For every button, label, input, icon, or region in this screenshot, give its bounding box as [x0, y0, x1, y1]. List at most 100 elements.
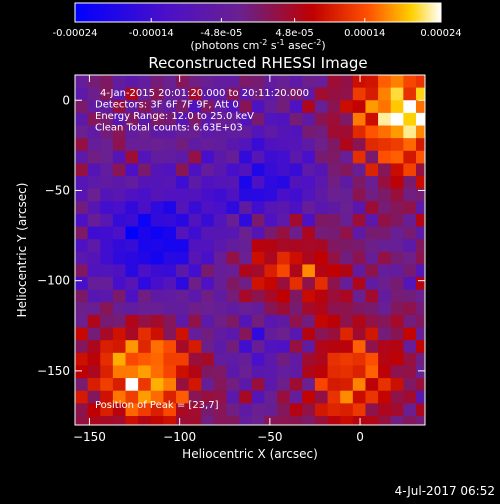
- heatmap-cell: [403, 403, 417, 417]
- heatmap-cell: [403, 112, 417, 127]
- heatmap-cell: [100, 201, 114, 215]
- heatmap-cell: [327, 150, 341, 164]
- heatmap-cell: [239, 226, 253, 240]
- heatmap-cell: [340, 327, 354, 341]
- heatmap-cell: [415, 264, 425, 278]
- heatmap-cell: [264, 239, 278, 253]
- heatmap-cell: [163, 138, 177, 152]
- heatmap-cell: [87, 138, 101, 152]
- heatmap-cell: [112, 150, 127, 164]
- heatmap-cell: [188, 264, 202, 278]
- heatmap-cell: [264, 314, 278, 329]
- heatmap-cell: [201, 327, 215, 341]
- heatmap-cell: [125, 75, 139, 89]
- heatmap-cell: [201, 251, 215, 265]
- heatmap-cell: [112, 415, 127, 425]
- heatmap-cell: [251, 87, 265, 101]
- heatmap-cell: [163, 251, 177, 265]
- heatmap-cell: [302, 277, 316, 291]
- heatmap-cell: [264, 125, 278, 139]
- heatmap-cell: [390, 138, 404, 152]
- heatmap-cell: [100, 226, 114, 240]
- heatmap-cell: [251, 163, 265, 177]
- heatmap-cell: [289, 100, 303, 114]
- heatmap-cell: [239, 125, 253, 139]
- heatmap-cell: [125, 201, 139, 215]
- heatmap-cell: [125, 163, 139, 177]
- heatmap-cell: [277, 302, 291, 316]
- heatmap-cell: [201, 403, 215, 417]
- heatmap-cell: [314, 289, 329, 303]
- heatmap-cell: [176, 87, 190, 101]
- heatmap-cell: [352, 352, 366, 366]
- heatmap-cell: [213, 314, 228, 329]
- heatmap-cell: [314, 150, 329, 164]
- heatmap-cell: [163, 415, 177, 425]
- heatmap-cell: [403, 352, 417, 366]
- heatmap-cell: [378, 365, 392, 379]
- heatmap-cell: [352, 188, 366, 202]
- heatmap-cell: [403, 188, 417, 202]
- heatmap-cell: [352, 415, 366, 425]
- heatmap-cell: [340, 100, 354, 114]
- heatmap-cell: [289, 277, 303, 291]
- heatmap-cell: [390, 340, 404, 354]
- heatmap-cell: [289, 226, 303, 240]
- heatmap-cell: [138, 150, 152, 164]
- heatmap-cell: [352, 112, 366, 127]
- heatmap-cell: [138, 403, 152, 417]
- heatmap-cell: [289, 314, 303, 329]
- heatmap-cell: [125, 150, 139, 164]
- heatmap-cell: [403, 87, 417, 101]
- heatmap-cell: [125, 403, 139, 417]
- heatmap-cell: [251, 239, 265, 253]
- heatmap-cell: [75, 314, 89, 329]
- heatmap-cell: [100, 365, 114, 379]
- heatmap-cell: [251, 264, 265, 278]
- heatmap-cell: [201, 277, 215, 291]
- heatmap-cell: [201, 365, 215, 379]
- heatmap-cell: [176, 75, 190, 89]
- heatmap-cell: [352, 176, 366, 190]
- heatmap-cell: [340, 87, 354, 101]
- heatmap-cell: [327, 188, 341, 202]
- heatmap-cell: [327, 302, 341, 316]
- heatmap-cell: [251, 100, 265, 114]
- heatmap-cell: [302, 415, 316, 425]
- heatmap-cell: [352, 125, 366, 139]
- heatmap-cell: [125, 289, 139, 303]
- heatmap-cell: [289, 163, 303, 177]
- annotation-line: Detectors: 3F 6F 7F 9F, Att 0: [95, 100, 239, 111]
- heatmap-cell: [302, 365, 316, 379]
- heatmap-cell: [327, 112, 341, 127]
- heatmap-cell: [327, 289, 341, 303]
- heatmap-cell: [239, 340, 253, 354]
- heatmap-cell: [213, 226, 228, 240]
- heatmap-cell: [264, 251, 278, 265]
- heatmap-cell: [150, 264, 164, 278]
- heatmap-cell: [201, 163, 215, 177]
- heatmap-cell: [352, 264, 366, 278]
- heatmap-cell: [226, 390, 240, 404]
- heatmap-cell: [201, 340, 215, 354]
- heatmap-cell: [264, 87, 278, 101]
- heatmap-cell: [277, 239, 291, 253]
- heatmap-cell: [150, 302, 164, 316]
- heatmap-cell: [327, 213, 341, 228]
- heatmap-cell: [176, 201, 190, 215]
- heatmap-cell: [213, 176, 228, 190]
- heatmap-cell: [150, 100, 164, 114]
- heatmap-cell: [87, 100, 101, 114]
- heatmap-cell: [390, 226, 404, 240]
- heatmap-cell: [403, 289, 417, 303]
- heatmap-cell: [112, 87, 127, 101]
- heatmap-cell: [125, 378, 139, 392]
- heatmap-cell: [327, 176, 341, 190]
- heatmap-cell: [188, 176, 202, 190]
- heatmap-cell: [378, 176, 392, 190]
- heatmap-cell: [226, 378, 240, 392]
- heatmap-area: [75, 75, 425, 425]
- heatmap-cell: [352, 251, 366, 265]
- heatmap-cell: [138, 340, 152, 354]
- heatmap-cell: [163, 213, 177, 228]
